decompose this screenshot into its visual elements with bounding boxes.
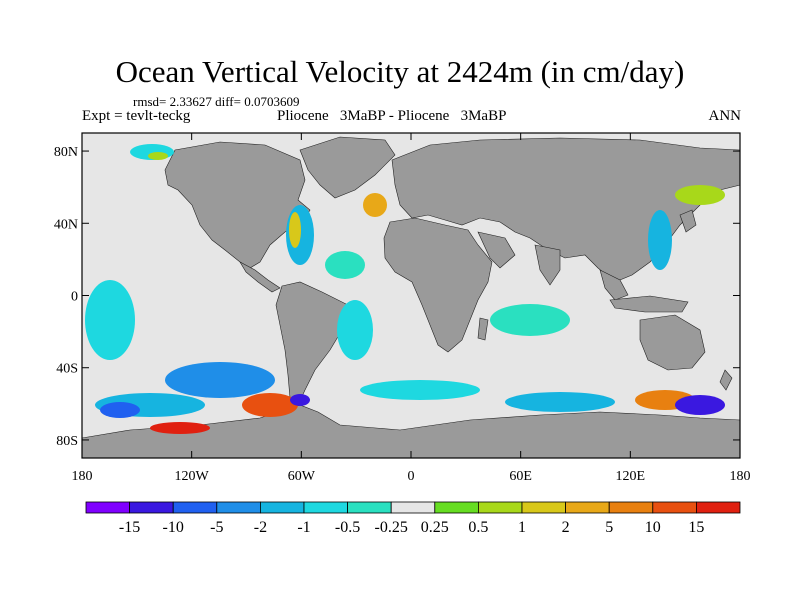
colorbar-swatch (216, 501, 261, 514)
land-arabia (477, 231, 516, 269)
stats-text: rmsd= 2.33627 diff= 0.0703609 (133, 94, 300, 109)
colorbar-swatch (390, 501, 436, 514)
colorbar-swatch (347, 501, 392, 514)
patch-southern-6 (505, 392, 615, 412)
land-new-zealand (719, 369, 733, 391)
colorbar-label: 10 (645, 519, 661, 536)
colorbar-label: 15 (688, 519, 704, 536)
lon-tick-label: 180 (72, 469, 93, 484)
colorbar-label: 0.25 (421, 519, 449, 536)
patch-southern-8 (675, 395, 725, 415)
velocity-patches (85, 144, 725, 434)
map-axes: 80N 40N 0 40S 80S 180 120W 60W 0 60E 120E 180 (54, 133, 751, 484)
patch-east-pacific (85, 280, 135, 360)
colorbar-label: 2 (562, 519, 570, 536)
land-greenland (299, 136, 396, 199)
season-label: ANN (708, 108, 742, 124)
colorbar-swatch (608, 501, 654, 514)
lon-tick-label: 60W (288, 469, 316, 484)
colorbar-swatch (172, 501, 218, 514)
patch-southern-3 (242, 393, 298, 417)
patch-nw-pacific (675, 185, 725, 205)
colorbar: -15 -10 -5 -2 -1 -0.5 -0.25 0.25 0.5 1 2 5 10 15 (85, 501, 741, 536)
colorbar-swatch (434, 501, 479, 514)
map-panel (81, 132, 741, 459)
lat-tick-label: 40S (56, 362, 78, 377)
patch-indian (490, 304, 570, 336)
land-australia (639, 314, 706, 371)
colorbar-label: 1 (518, 519, 526, 536)
land-japan (679, 209, 697, 233)
patch-southern-2 (100, 402, 140, 418)
patch-southern-9 (150, 422, 210, 434)
colorbar-swatch (696, 501, 741, 514)
colorbar-swatch (652, 501, 697, 514)
colorbar-label: -0.5 (335, 519, 360, 536)
lon-tick-label: 120E (616, 469, 646, 484)
land-africa (383, 217, 493, 353)
patch-southern-4 (290, 394, 310, 406)
patch-labrador (363, 193, 387, 217)
experiment-label: Expt = tevlt-teckg (82, 108, 191, 124)
lat-tick-label: 40N (54, 217, 78, 232)
land-south-america (275, 281, 349, 406)
land-central-america (239, 261, 281, 293)
colorbar-swatch (129, 501, 174, 514)
colorbar-swatch (565, 501, 610, 514)
colorbar-swatch (477, 501, 523, 514)
lat-tick-label: 80N (54, 145, 78, 160)
patch-arctic-2 (148, 152, 168, 160)
patch-mid-atlantic (325, 251, 365, 279)
lat-tick-label: 80S (56, 434, 78, 449)
patch-south-pacific (165, 362, 275, 398)
colorbar-label: -1 (297, 519, 310, 536)
subtitle: Pliocene 3MaBP - Pliocene 3MaBP (277, 108, 507, 124)
patch-west-pacific (648, 210, 672, 270)
land-masses (81, 136, 741, 459)
land-north-america (164, 141, 311, 269)
patch-southern-5 (360, 380, 480, 400)
colorbar-label: -10 (163, 519, 184, 536)
patch-south-atlantic (337, 300, 373, 360)
lon-tick-label: 0 (408, 469, 415, 484)
colorbar-label: 5 (605, 519, 613, 536)
patch-north-atlantic-2 (289, 212, 301, 248)
colorbar-label: -15 (119, 519, 140, 536)
land-india (534, 244, 561, 286)
colorbar-swatch (259, 501, 305, 514)
map-title: Ocean Vertical Velocity at 2424m (in cm/… (115, 54, 685, 89)
land-indonesia (609, 295, 689, 313)
lon-tick-label: 180 (730, 469, 751, 484)
land-madagascar (477, 317, 489, 341)
colorbar-label: 0.5 (468, 519, 488, 536)
colorbar-label: -2 (254, 519, 267, 536)
lon-tick-label: 120W (175, 469, 210, 484)
lat-tick-label: 0 (71, 290, 78, 305)
colorbar-swatch (303, 501, 348, 514)
colorbar-swatch (85, 501, 130, 514)
colorbar-label: -0.25 (375, 519, 408, 536)
land-se-asia (599, 269, 629, 301)
colorbar-label: -5 (210, 519, 223, 536)
lon-tick-label: 60E (509, 469, 532, 484)
colorbar-swatch (521, 501, 566, 514)
